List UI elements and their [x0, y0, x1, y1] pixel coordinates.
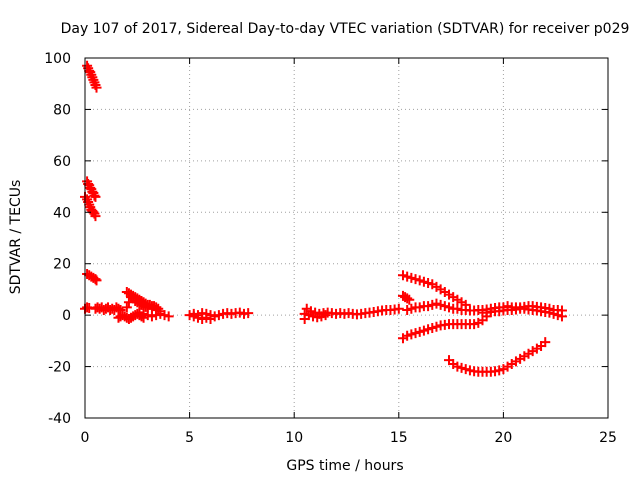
series-arc-6: [96, 302, 126, 315]
data-point-arc-1-9: [91, 82, 102, 93]
data-point-arc-20-23: [540, 337, 551, 348]
x-axis-label: GPS time / hours: [286, 458, 403, 474]
series-arc-19: [477, 303, 567, 322]
data-point-arc-13-23: [393, 303, 404, 314]
series-arc-8: [121, 292, 166, 317]
data-points: [80, 60, 567, 377]
data-point-arc-6-8: [113, 303, 124, 314]
y-tick-label-6: 80: [53, 102, 71, 118]
data-point-arc-14-5: [320, 310, 331, 321]
x-tick-label-3: 15: [390, 430, 408, 446]
chart-title: Day 107 of 2017, Sidereal Day-to-day VTE…: [61, 21, 630, 37]
data-point-arc-2-8: [90, 191, 101, 202]
data-point-arc-11-14: [243, 308, 254, 319]
x-tick-label-5: 25: [599, 430, 617, 446]
data-point-arc-16-2: [402, 293, 413, 304]
y-tick-label-0: -40: [48, 411, 71, 427]
series-arc-16: [397, 290, 415, 305]
x-tick-label-4: 20: [494, 430, 512, 446]
series-arc-15: [397, 270, 471, 310]
x-tick-label-2: 10: [285, 430, 303, 446]
plot-frame: [84, 57, 609, 419]
data-point-arc-4-5: [91, 275, 102, 286]
data-point-arc-2-7: [89, 190, 100, 201]
data-point-arc-3-9: [90, 211, 101, 222]
y-tick-label-4: 40: [53, 205, 71, 221]
series-arc-14: [299, 308, 331, 323]
series-arc-20: [444, 337, 551, 377]
series-arc-11: [184, 307, 254, 322]
series-arc-1: [82, 60, 102, 93]
series-arc-17: [397, 311, 492, 344]
x-tick-label-0: 0: [81, 430, 90, 446]
data-point-arc-10-7: [163, 311, 174, 322]
y-tick-label-2: 0: [62, 308, 71, 324]
y-axis-label: SDTVAR / TECUs: [8, 180, 24, 295]
x-tick-label-1: 5: [185, 430, 194, 446]
data-point-arc-16-3: [404, 294, 415, 305]
y-tick-labels: -40 -20 0 20 40 60 80 100: [44, 51, 71, 427]
series-arc-10: [134, 307, 174, 322]
data-point-arc-8-0: [121, 302, 132, 313]
series-arc-12: [188, 311, 216, 324]
data-point-arc-12-4: [205, 314, 216, 324]
grid-lines: [85, 58, 608, 418]
axis-ticks: [84, 57, 609, 419]
x-tick-labels: 0 5 10 15 20 25: [81, 430, 617, 446]
y-tick-label-7: 100: [44, 51, 71, 67]
y-tick-label-3: 20: [53, 257, 71, 273]
data-point-arc-19-19: [556, 311, 567, 322]
y-tick-label-1: -20: [48, 360, 71, 376]
data-point-arc-4-4: [90, 274, 101, 285]
y-tick-label-5: 60: [53, 154, 71, 170]
series-arc-4: [82, 269, 102, 286]
series-arc-13: [299, 303, 404, 324]
